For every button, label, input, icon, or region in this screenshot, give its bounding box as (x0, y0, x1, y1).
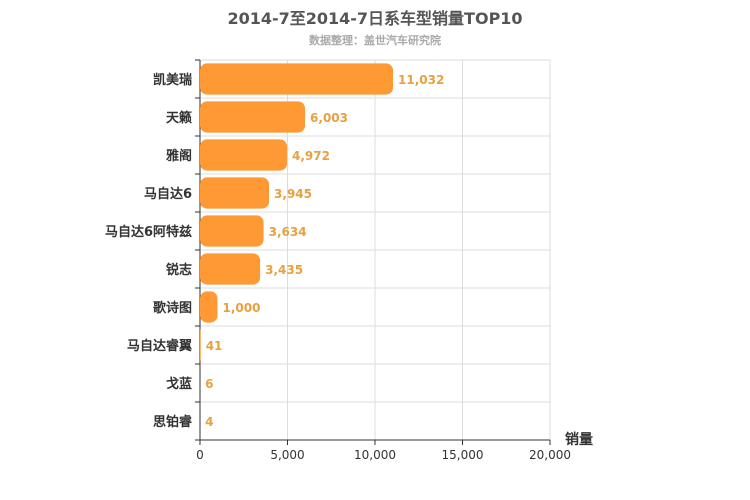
bar (200, 63, 394, 95)
bar (200, 329, 201, 361)
category-label: 马自达睿翼 (127, 338, 192, 354)
x-tick-label: 20,000 (529, 448, 571, 462)
value-label: 3,634 (269, 225, 307, 239)
value-label: 3,945 (274, 187, 312, 201)
bar (200, 139, 288, 171)
category-label: 歌诗图 (153, 300, 192, 316)
value-label: 4 (205, 415, 213, 429)
x-tick-label: 5,000 (270, 448, 304, 462)
x-axis-title: 销量 (565, 431, 593, 448)
chart-title: 2014-7至2014-7日系车型销量TOP10 (227, 9, 523, 28)
category-label: 凯美瑞 (153, 72, 192, 88)
category-label: 思铂睿 (153, 414, 193, 430)
value-label: 1,000 (223, 301, 261, 315)
value-label: 4,972 (292, 149, 330, 163)
x-tick-label: 15,000 (442, 448, 484, 462)
chart-subtitle: 数据整理：盖世汽车研究院 (309, 34, 441, 47)
x-tick-label: 0 (196, 448, 204, 462)
bar (200, 215, 264, 247)
value-label: 6 (205, 377, 213, 391)
bar (200, 291, 218, 323)
category-label: 雅阁 (166, 148, 192, 164)
value-label: 11,032 (398, 73, 444, 87)
bar (200, 253, 261, 285)
category-label: 锐志 (166, 262, 192, 278)
value-label: 3,435 (265, 263, 303, 277)
bar (200, 101, 306, 133)
value-label: 6,003 (310, 111, 348, 125)
category-label: 戈蓝 (166, 376, 192, 392)
x-tick-label: 10,000 (354, 448, 396, 462)
category-label: 天籁 (166, 110, 192, 126)
category-label: 马自达6阿特兹 (105, 224, 192, 240)
value-label: 41 (206, 339, 223, 353)
category-label: 马自达6 (144, 186, 192, 202)
bar (200, 177, 270, 209)
